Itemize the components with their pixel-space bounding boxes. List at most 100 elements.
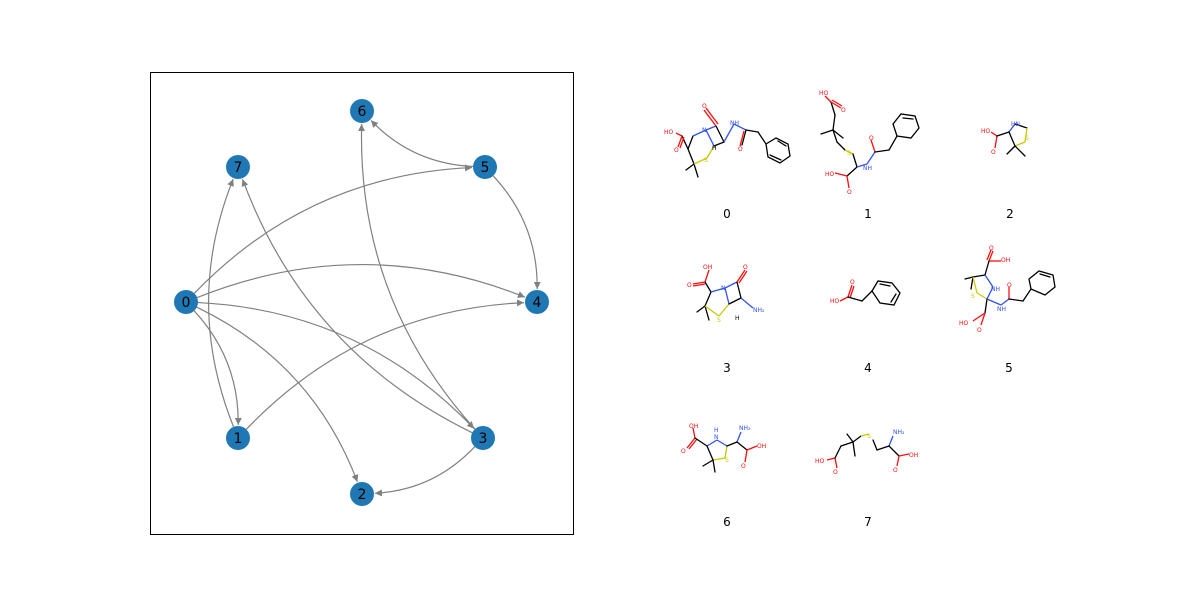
node-label: 3 (479, 431, 488, 447)
atom-label: O (989, 245, 994, 252)
atom-label: S (971, 293, 975, 300)
penilloic-acid-structure-icon: HO O S HO O NH O (819, 90, 920, 196)
node-circle (174, 290, 198, 314)
6-apa-structure-icon: OH O N O S H NH₂ (687, 264, 765, 324)
node-circle (226, 155, 250, 179)
atom-label: OH (757, 443, 766, 450)
atom-label: S (704, 157, 708, 164)
atom-label: O (977, 327, 982, 334)
atom-label: H (735, 315, 740, 322)
atom-label: O (743, 264, 748, 271)
node-label: 0 (182, 295, 191, 311)
edge-0-to-3 (197, 301, 475, 429)
node-label: 6 (358, 104, 367, 120)
atom-label: HO (825, 171, 835, 178)
graph-node-6: 6 (350, 99, 374, 123)
phenylacetic-acid-structure-icon: HO O (830, 279, 901, 306)
molecule-5: O OH NH S HO O NH O 5 (959, 245, 1056, 375)
atom-label: NH₂ (753, 307, 765, 314)
atom-label: OH (703, 264, 712, 271)
atom-label: S (1025, 135, 1029, 142)
molecule-caption: 7 (864, 515, 872, 529)
atom-label: S (725, 457, 729, 464)
atom-label: O (991, 149, 996, 156)
atom-label: O (847, 189, 852, 196)
atom-label: O (1007, 282, 1012, 289)
molecule-0: HO O S H O N NH O 0 (664, 103, 791, 221)
molecule-3: OH O N O S H NH₂ 3 (687, 264, 765, 375)
node-label: 2 (358, 487, 367, 503)
atom-label: NH (730, 120, 739, 127)
atom-label: S (867, 433, 871, 440)
atom-label: OH (689, 423, 698, 430)
molecule-caption: 1 (864, 207, 872, 221)
penicilloic-acid-structure-icon: O OH NH S HO O NH O (959, 245, 1056, 334)
atom-label: NH (991, 286, 1000, 293)
node-label: 7 (234, 160, 243, 176)
molecules-panel: HO O S H O N NH O 0 (664, 90, 1056, 529)
edge-5-to-4 (492, 175, 541, 290)
atom-label: O (841, 107, 846, 114)
node-circle (471, 426, 495, 450)
atom-label: HO (815, 458, 825, 465)
graph-node-0: 0 (174, 290, 198, 314)
molecule-7: S NH₂ HO O OH O 7 (815, 429, 918, 529)
atom-label: HO (830, 298, 840, 305)
atom-label: O (741, 463, 746, 470)
edge-0-to-5 (193, 164, 473, 294)
atom-label: HN (1011, 121, 1020, 128)
atom-label: HO (959, 320, 969, 327)
atom-label: HO (664, 129, 674, 136)
atom-label: O (687, 282, 692, 289)
penicillamine-thiazolidine-structure-icon: OH O H N S NH₂ OH O (681, 423, 766, 473)
graph-node-3: 3 (471, 426, 495, 450)
molecule-4: HO O 4 (830, 279, 901, 375)
nodes-layer: 0 1 2 3 4 5 6 7 (174, 99, 549, 506)
atom-label: H (714, 427, 719, 434)
molecule-caption: 6 (723, 515, 731, 529)
edge-5-to-6 (370, 119, 474, 168)
atom-label: N (702, 127, 707, 134)
dimethylthiazolidine-carboxylic-acid-structure-icon: HO O HN S (981, 121, 1029, 157)
atom-label: N (721, 285, 726, 292)
atom-label: H (712, 145, 717, 152)
edge-1-to-7 (208, 178, 235, 428)
node-circle (350, 482, 374, 506)
atom-label: OH (1001, 257, 1010, 264)
atom-label: O (833, 469, 838, 476)
atom-label: O (893, 467, 898, 474)
graph-node-1: 1 (226, 426, 250, 450)
atom-label: NH (997, 306, 1006, 313)
atom-label: S (717, 317, 721, 324)
edge-3-to-2 (374, 446, 476, 497)
atom-label: HO (819, 90, 829, 97)
graph-node-2: 2 (350, 482, 374, 506)
edge-3-to-6 (357, 123, 476, 430)
molecule-caption: 2 (1006, 207, 1014, 221)
graph-panel: 0 1 2 3 4 5 6 7 (150, 72, 574, 535)
atom-label: NH₂ (739, 425, 751, 432)
atom-label: HO (981, 128, 991, 135)
molecule-caption: 3 (723, 361, 731, 375)
edge-1-to-4 (245, 299, 525, 430)
atom-label: O (681, 448, 686, 455)
node-circle (525, 290, 549, 314)
atom-label: NH₂ (893, 429, 905, 436)
atom-label: S (847, 150, 851, 157)
edge-0-to-4 (196, 264, 526, 299)
molecule-caption: 4 (864, 361, 872, 375)
molecule-caption: 0 (723, 207, 731, 221)
molecule-2: HO O HN S 2 (981, 121, 1029, 221)
edge-0-to-2 (196, 306, 359, 483)
edge-0-to-1 (193, 310, 242, 426)
graph-node-4: 4 (525, 290, 549, 314)
node-label: 1 (234, 431, 243, 447)
molecule-1: HO O S HO O NH O 1 (819, 90, 920, 221)
atom-label: O (674, 147, 679, 154)
graph-node-5: 5 (473, 155, 497, 179)
node-circle (350, 99, 374, 123)
atom-label: O (738, 146, 743, 153)
atom-label: O (702, 103, 707, 110)
molecule-6: OH O H N S NH₂ OH O 6 (681, 423, 766, 529)
